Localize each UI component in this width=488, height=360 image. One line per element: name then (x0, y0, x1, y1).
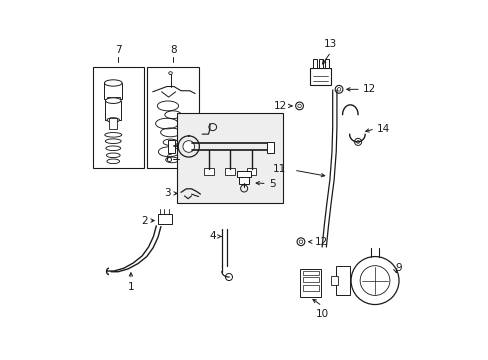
Text: 9: 9 (395, 263, 401, 273)
Circle shape (334, 85, 342, 93)
Bar (147, 67, 198, 168)
Bar (267, 142, 274, 153)
Text: 10: 10 (315, 309, 328, 319)
Text: 12: 12 (362, 84, 375, 94)
Bar (303, 277, 318, 282)
Bar (204, 168, 214, 175)
Bar (225, 168, 235, 175)
Bar (158, 214, 172, 224)
Bar (177, 113, 283, 203)
Text: 12: 12 (314, 237, 327, 247)
Text: 3: 3 (163, 188, 170, 198)
Bar (107, 97, 120, 102)
Text: 11: 11 (272, 165, 285, 174)
Bar (105, 100, 121, 120)
Text: 2: 2 (141, 216, 147, 226)
Text: 6: 6 (165, 154, 172, 164)
Text: 12: 12 (273, 101, 286, 111)
Ellipse shape (107, 118, 119, 122)
Bar (335, 266, 349, 294)
Circle shape (350, 257, 398, 305)
Bar (167, 140, 174, 153)
Ellipse shape (168, 72, 172, 75)
Bar (324, 59, 328, 68)
Circle shape (296, 238, 304, 246)
Text: 7: 7 (115, 45, 121, 55)
Text: 1: 1 (127, 282, 134, 292)
Text: 5: 5 (269, 179, 275, 189)
Bar (237, 171, 251, 177)
Bar (303, 285, 318, 291)
Bar (309, 68, 330, 85)
Text: 8: 8 (169, 45, 176, 55)
Bar (312, 59, 316, 68)
Text: 14: 14 (376, 124, 389, 134)
Bar (318, 59, 322, 68)
Circle shape (183, 141, 194, 152)
Bar (303, 271, 318, 275)
Bar (93, 67, 143, 168)
Text: 4: 4 (209, 231, 216, 242)
Bar (104, 83, 122, 99)
Bar (330, 276, 337, 285)
Bar (109, 118, 117, 129)
Bar (239, 172, 248, 184)
Text: 13: 13 (324, 40, 337, 49)
Ellipse shape (105, 98, 121, 103)
Bar (300, 269, 321, 297)
Ellipse shape (104, 80, 122, 86)
Circle shape (295, 102, 303, 110)
Bar (246, 168, 256, 175)
